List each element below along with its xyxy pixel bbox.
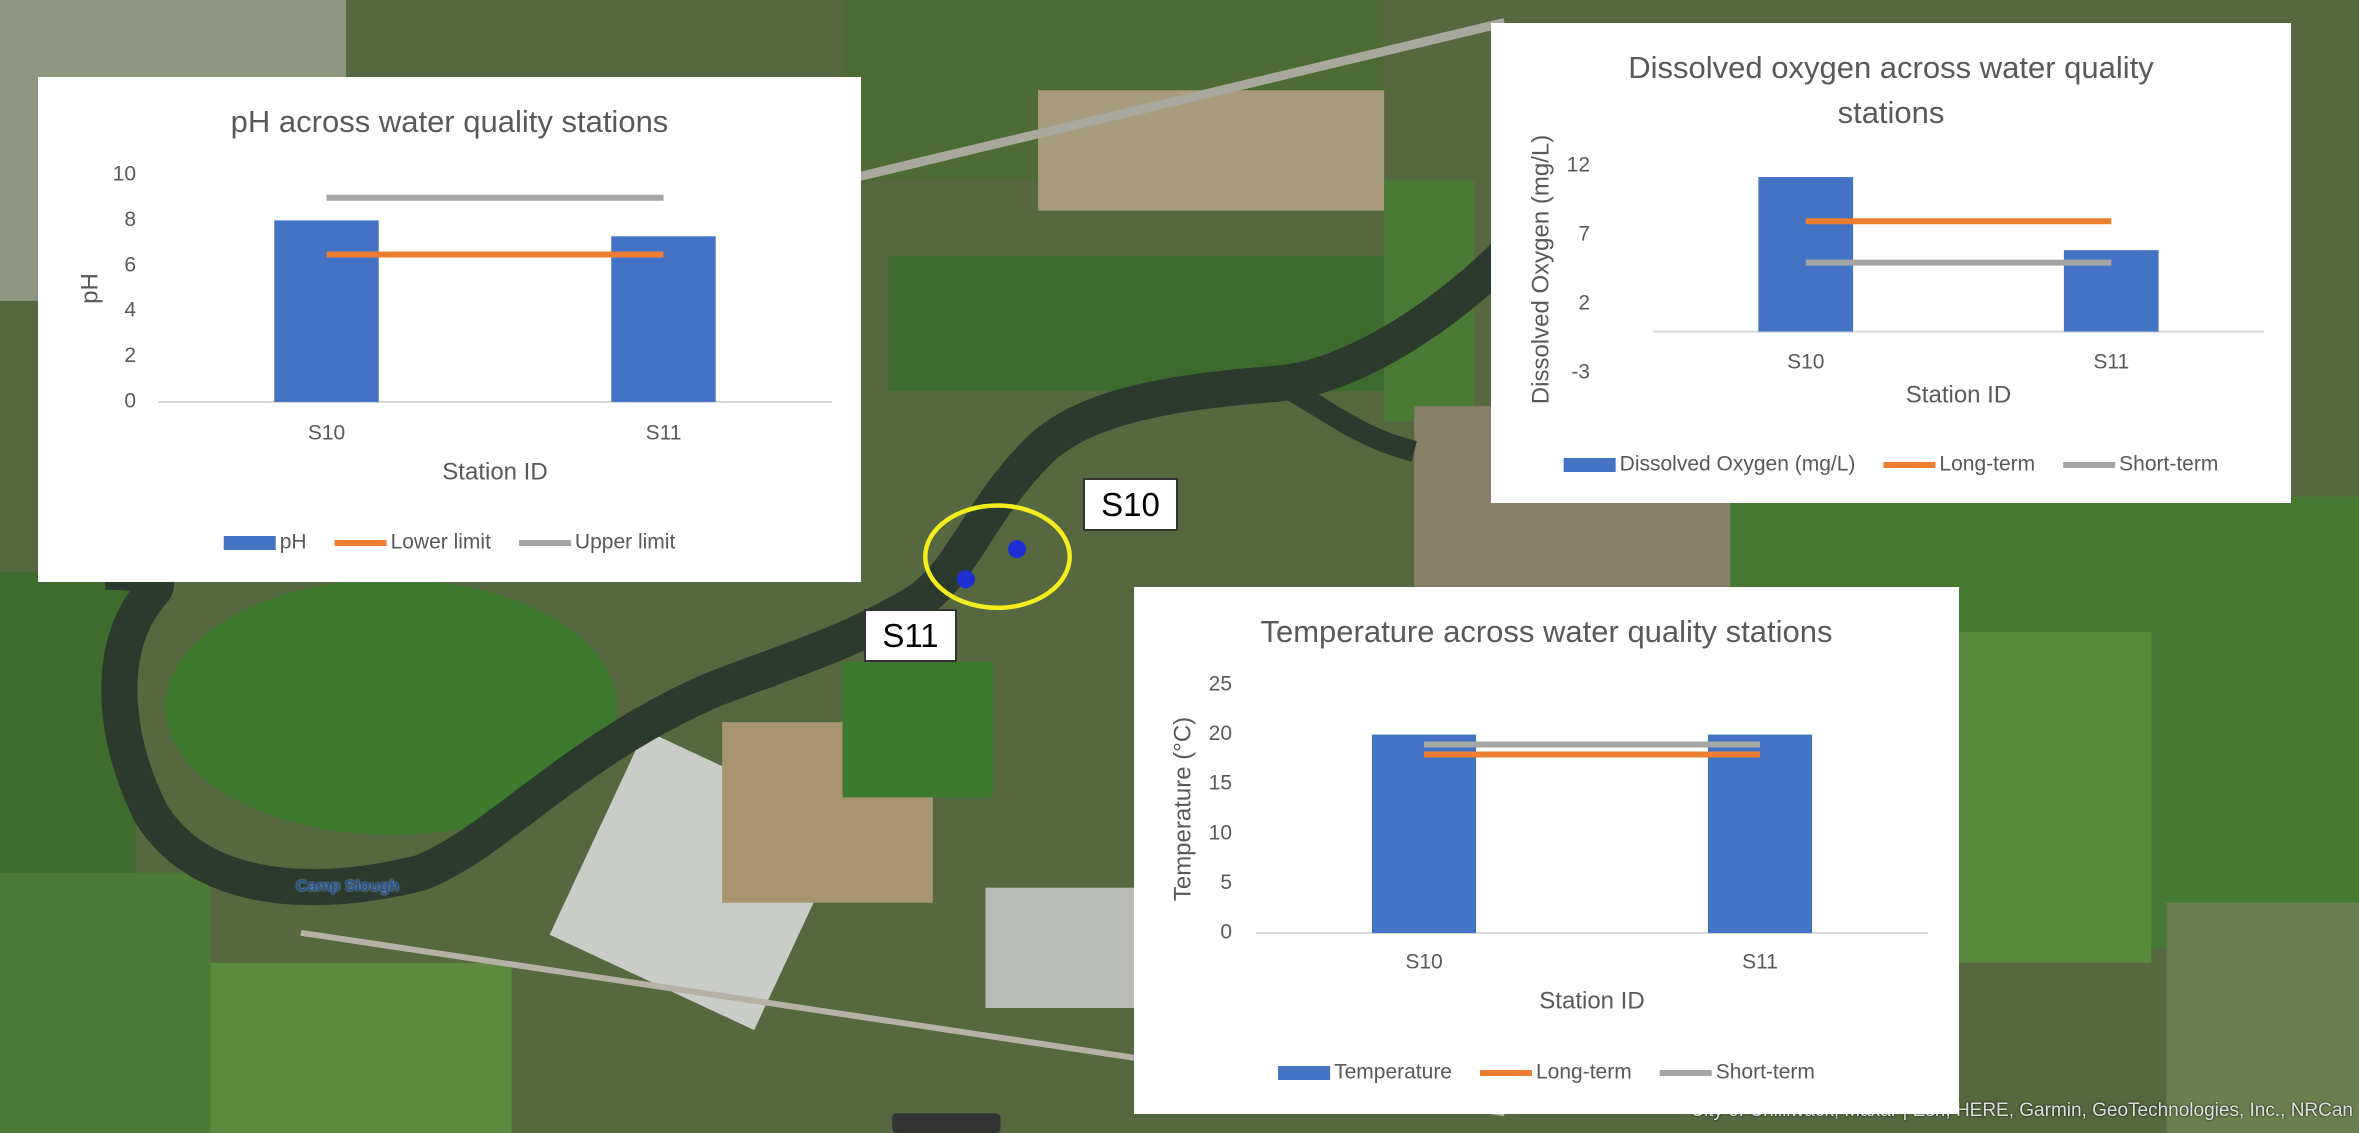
y-axis-title: Dissolved Oxygen (mg/L)	[1527, 135, 1554, 404]
chart-title: pH across water quality stations	[230, 104, 669, 139]
legend: Temperature Long-term Short-term	[1278, 1061, 1815, 1084]
y-tick-label: -3	[1571, 361, 1590, 384]
legend-label: Temperature	[1334, 1061, 1452, 1084]
legend-swatch	[1278, 1066, 1331, 1080]
legend-swatch	[223, 536, 276, 550]
y-axis-title: Temperature (°C)	[1169, 717, 1196, 901]
y-tick-label: 6	[124, 253, 136, 276]
legend-label: Lower limit	[391, 531, 492, 554]
chart: 0 2 4 6 8 10 S10 S11 Station ID pH pH Lower limit Up…	[76, 163, 832, 554]
x-tick-label: S11	[1742, 951, 1778, 974]
station-label: S10	[1083, 478, 1178, 531]
y-tick-label: 7	[1578, 223, 1590, 246]
legend-label: Short-term	[1716, 1061, 1815, 1084]
chart-title: Temperature across water quality station…	[1260, 614, 1833, 649]
y-tick-label: 12	[1567, 154, 1590, 177]
legend-swatch	[1563, 458, 1616, 472]
x-tick-label: S11	[2093, 351, 2129, 374]
y-axis-title: pH	[76, 273, 103, 304]
x-axis-title: Station ID	[1539, 987, 1644, 1014]
legend: Dissolved Oxygen (mg/L) Long-term Short-te…	[1563, 453, 2218, 476]
y-tick-label: 0	[1220, 921, 1232, 944]
legend: pH Lower limit Upper limit	[223, 531, 676, 554]
y-tick-label: 0	[124, 390, 136, 413]
bar	[1758, 177, 1854, 332]
chart-title: Dissolved oxygen across water quality st…	[1628, 50, 2154, 130]
place-label: Camp Slough	[296, 878, 400, 895]
legend-label: Short-term	[2119, 453, 2218, 476]
x-tick-label: S10	[1787, 351, 1824, 374]
y-tick-label: 2	[1578, 292, 1590, 315]
y-tick-label: 10	[1209, 821, 1232, 844]
x-tick-label: S11	[646, 422, 682, 445]
y-tick-label: 25	[1209, 673, 1232, 696]
chart: -3 2 7 12 S10 S11 Station ID Dissolved Oxygen (…	[1527, 135, 2264, 476]
bar	[1371, 734, 1477, 933]
bar	[274, 220, 379, 402]
chart-panel: 0 2 4 6 8 10 S10 S11 Station ID pH pH Lower limit Up…	[38, 77, 861, 582]
x-axis-title: Station ID	[1906, 381, 2011, 408]
legend-label: Dissolved Oxygen (mg/L)	[1620, 453, 1856, 476]
chart-panel: 0 5 10 15 20 25 S10 S11 Station ID Temperature (°…	[1134, 587, 1959, 1114]
chart: 0 5 10 15 20 25 S10 S11 Station ID Temperature (°…	[1169, 673, 1928, 1084]
legend-label: Long-term	[1536, 1061, 1632, 1084]
y-tick-label: 20	[1209, 722, 1232, 745]
y-tick-label: 10	[113, 163, 136, 186]
y-tick-label: 5	[1220, 871, 1232, 894]
bar	[1707, 734, 1813, 933]
y-tick-label: 8	[124, 208, 136, 231]
legend-label: pH	[280, 531, 307, 554]
x-tick-label: S10	[1405, 951, 1442, 974]
chart-panel: -3 2 7 12 S10 S11 Station ID Dissolved Oxygen (…	[1491, 23, 2291, 503]
legend-label: Upper limit	[575, 531, 676, 554]
y-tick-label: 4	[124, 299, 136, 322]
legend-label: Long-term	[1939, 453, 2035, 476]
y-tick-label: 2	[124, 344, 136, 367]
station-label: S11	[864, 609, 957, 662]
bar	[611, 236, 716, 402]
x-axis-title: Station ID	[442, 458, 547, 485]
y-tick-label: 15	[1209, 772, 1232, 795]
x-tick-label: S10	[308, 422, 345, 445]
